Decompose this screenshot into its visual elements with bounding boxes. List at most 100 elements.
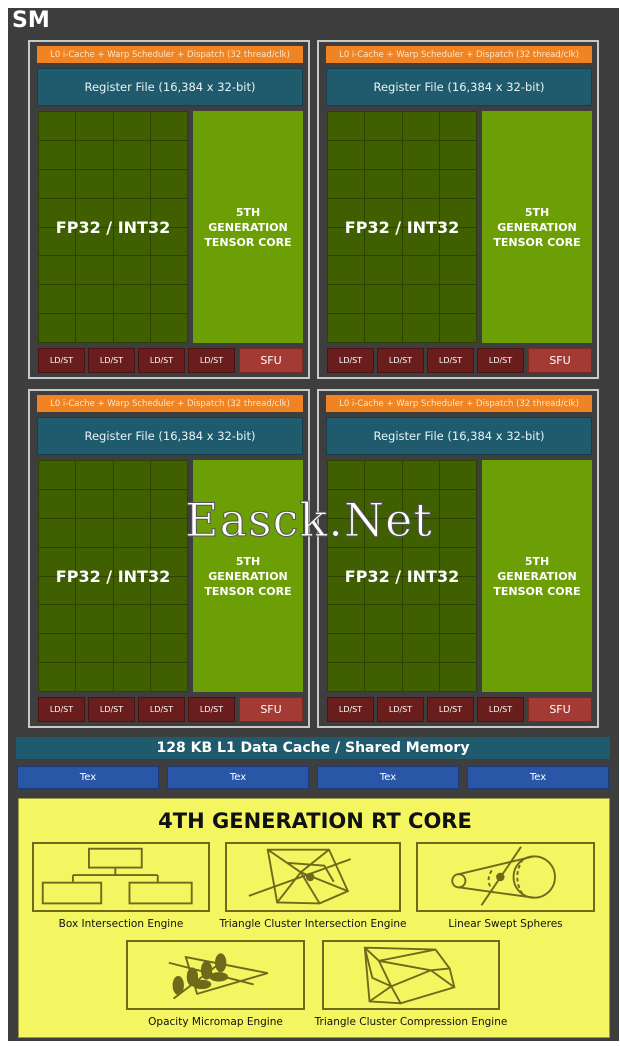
leaf-micromap-icon	[126, 940, 305, 1010]
fp32-core-cell	[37, 633, 77, 664]
fp32-core-cell	[326, 633, 366, 664]
tensor-core-label: GENERATION	[497, 220, 577, 234]
fp32-core-cell	[438, 488, 478, 519]
fp32-core-cell	[37, 168, 77, 199]
fp32-core-cell	[438, 226, 478, 257]
fp32-core-cell	[75, 488, 114, 519]
fp32-int32-label: FP32 / INT32	[344, 217, 460, 237]
engine-label: Opacity Micromap Engine	[148, 1016, 283, 1028]
tensor-core-label: GENERATION	[497, 569, 577, 583]
fp32-core-grid	[37, 111, 189, 343]
fp32-core-cell	[401, 197, 440, 228]
fp32-core-cell	[438, 460, 478, 490]
fp32-core-cell	[75, 197, 114, 228]
tensor-core-label: GENERATION	[208, 220, 288, 234]
rt-core: 4TH GENERATION RT CORE Box Intersection …	[18, 798, 610, 1038]
fp32-core-cell	[438, 139, 478, 170]
ldst-unit: LD/ST	[88, 697, 135, 722]
fp32-core-cell	[112, 662, 151, 692]
register-file: Register File (16,384 x 32-bit)	[326, 68, 592, 106]
tensor-core-label: 5TH	[524, 554, 550, 568]
fp32-core-cell	[326, 197, 366, 228]
fp32-core-cell	[326, 255, 366, 286]
ldst-unit: LD/ST	[477, 697, 524, 722]
fp32-core-cell	[326, 226, 366, 257]
fp32-core-cell	[37, 226, 77, 257]
fp32-core-cell	[149, 460, 189, 490]
fp32-core-cell	[438, 313, 478, 343]
fp32-core-cell	[37, 255, 77, 286]
sfu-unit: SFU	[528, 697, 592, 722]
ldst-unit: LD/ST	[327, 348, 374, 373]
tex-unit: Tex	[317, 766, 459, 789]
fp32-core-cell	[326, 168, 366, 199]
fp32-core-cell	[364, 460, 403, 490]
fp32-core-cell	[438, 284, 478, 315]
tex-unit: Tex	[467, 766, 609, 789]
fp32-core-cell	[364, 633, 403, 664]
fp32-core-cell	[149, 313, 189, 343]
fp32-core-cell	[149, 284, 189, 315]
fp32-core-cell	[75, 139, 114, 170]
fp32-core-cell	[37, 488, 77, 519]
fp32-core-cell	[364, 662, 403, 692]
fp32-core-cell	[75, 255, 114, 286]
fp32-core-cell	[401, 460, 440, 490]
ldst-unit: LD/ST	[327, 697, 374, 722]
fp32-core-cell	[401, 168, 440, 199]
fp32-core-cell	[364, 604, 403, 635]
fp32-core-cell	[75, 168, 114, 199]
fp32-core-cell	[112, 313, 151, 343]
fp32-core-cell	[326, 604, 366, 635]
fp32-core-cell	[149, 662, 189, 692]
register-file: Register File (16,384 x 32-bit)	[37, 68, 303, 106]
fp32-core-cell	[326, 313, 366, 343]
fp32-core-cell	[112, 633, 151, 664]
fp32-core-cell	[364, 546, 403, 577]
sm-partition: L0 i-Cache + Warp Scheduler + Dispatch (…	[317, 40, 599, 379]
fp32-core-cell	[401, 517, 440, 548]
sfu-unit: SFU	[239, 697, 303, 722]
fp32-core-cell	[364, 139, 403, 170]
engine-label: Triangle Cluster Compression Engine	[314, 1016, 508, 1028]
fp32-core-cell	[364, 313, 403, 343]
fp32-core-cell	[37, 197, 77, 228]
sfu-unit: SFU	[239, 348, 303, 373]
fp32-core-cell	[112, 575, 151, 606]
fp32-core-cell	[401, 313, 440, 343]
fp32-core-grid	[326, 460, 478, 692]
register-file: Register File (16,384 x 32-bit)	[326, 417, 592, 455]
fp32-core-cell	[401, 633, 440, 664]
ldst-unit: LD/ST	[188, 348, 235, 373]
fp32-core-cell	[364, 168, 403, 199]
fp32-core-cell	[37, 662, 77, 692]
swept-spheres-icon	[416, 842, 595, 912]
tensor-core: 5TH GENERATION TENSOR CORE	[193, 111, 303, 343]
fp32-core-cell	[438, 255, 478, 286]
fp32-core-cell	[112, 284, 151, 315]
fp32-core-cell	[401, 284, 440, 315]
fp32-core-cell	[112, 460, 151, 490]
tex-unit: Tex	[167, 766, 309, 789]
fp32-core-cell	[75, 517, 114, 548]
fp32-core-cell	[75, 226, 114, 257]
register-file: Register File (16,384 x 32-bit)	[37, 417, 303, 455]
fp32-int32-label: FP32 / INT32	[55, 566, 171, 586]
fp32-core-cell	[112, 139, 151, 170]
ldst-unit: LD/ST	[138, 348, 185, 373]
fp32-core-cell	[401, 226, 440, 257]
engine-label: Linear Swept Spheres	[448, 918, 563, 930]
fp32-core-cell	[112, 255, 151, 286]
l1-cache: 128 KB L1 Data Cache / Shared Memory	[16, 737, 610, 759]
fp32-core-cell	[37, 604, 77, 635]
fp32-core-cell	[438, 575, 478, 606]
fp32-core-cell	[364, 197, 403, 228]
fp32-core-cell	[438, 168, 478, 199]
fp32-core-cell	[112, 111, 151, 141]
sm-title: SM	[12, 8, 50, 33]
ldst-unit: LD/ST	[427, 348, 474, 373]
fp32-core-cell	[75, 575, 114, 606]
tensor-core-label: TENSOR CORE	[493, 235, 581, 249]
fp32-core-cell	[149, 488, 189, 519]
sm-partition: L0 i-Cache + Warp Scheduler + Dispatch (…	[28, 40, 310, 379]
